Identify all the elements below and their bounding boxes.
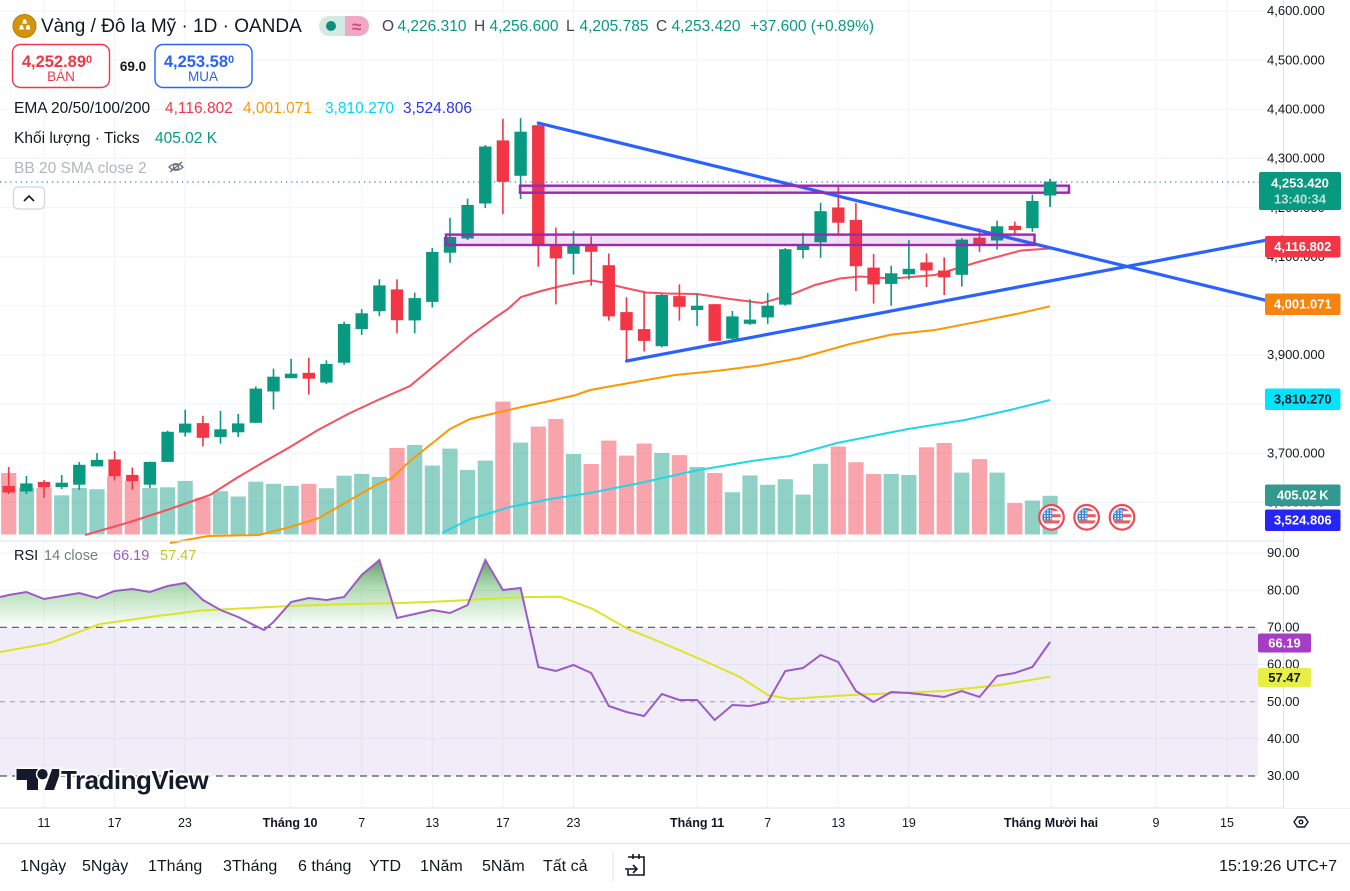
svg-text:1Ngày: 1Ngày: [20, 858, 66, 875]
svg-text:4,253.580: 4,253.580: [164, 53, 234, 71]
svg-text:7: 7: [764, 816, 771, 830]
svg-text:40.00: 40.00: [1267, 731, 1300, 746]
svg-text:BB 20 SMA close 2: BB 20 SMA close 2: [14, 160, 147, 177]
svg-text:RSI: RSI: [14, 548, 38, 564]
svg-text:EMA 20/50/100/200: EMA 20/50/100/200: [14, 100, 151, 117]
svg-text:Tất cả: Tất cả: [543, 858, 588, 875]
svg-text:9: 9: [1153, 816, 1160, 830]
svg-text:Tháng 10: Tháng 10: [263, 816, 318, 830]
svg-text:4,226.310: 4,226.310: [398, 18, 467, 35]
svg-text:69.0: 69.0: [120, 59, 146, 74]
svg-text:1Tháng: 1Tháng: [148, 858, 202, 875]
svg-text:4,001.071: 4,001.071: [1274, 297, 1332, 312]
svg-text:19: 19: [902, 816, 916, 830]
svg-text:4,116.802: 4,116.802: [165, 100, 233, 117]
svg-text:23: 23: [567, 816, 581, 830]
svg-text:≈: ≈: [352, 18, 361, 37]
svg-text:66.19: 66.19: [113, 548, 149, 564]
svg-text:57.47: 57.47: [160, 548, 196, 564]
svg-text:66.19: 66.19: [1268, 635, 1301, 650]
svg-text:5Ngày: 5Ngày: [82, 858, 128, 875]
svg-text:6 tháng: 6 tháng: [298, 858, 351, 875]
svg-text:80.00: 80.00: [1267, 582, 1300, 597]
svg-text:57.47: 57.47: [1268, 670, 1301, 685]
svg-text:13: 13: [831, 816, 845, 830]
svg-text:11: 11: [38, 816, 51, 830]
svg-text:3Tháng: 3Tháng: [223, 858, 277, 875]
svg-text:3,524.806: 3,524.806: [1274, 513, 1332, 528]
svg-text:5Năm: 5Năm: [482, 858, 525, 875]
svg-text:15:19:26 UTC+7: 15:19:26 UTC+7: [1219, 858, 1337, 875]
svg-text:4,205.785: 4,205.785: [580, 18, 649, 35]
svg-text:23: 23: [178, 816, 192, 830]
svg-text:3,700.000: 3,700.000: [1267, 446, 1325, 461]
svg-text:YTD: YTD: [369, 858, 401, 875]
svg-text:4,500.000: 4,500.000: [1267, 52, 1325, 67]
svg-text:405.02 K: 405.02 K: [155, 130, 218, 147]
svg-text:3,810.270: 3,810.270: [1274, 392, 1332, 407]
svg-text:4,253.420: 4,253.420: [672, 18, 741, 35]
svg-text:60.00: 60.00: [1267, 657, 1300, 672]
svg-text:4,400.000: 4,400.000: [1267, 102, 1325, 117]
svg-text:13: 13: [425, 816, 439, 830]
svg-text:4,600.000: 4,600.000: [1267, 3, 1325, 18]
svg-text:3,810.270: 3,810.270: [325, 100, 394, 117]
svg-text:3,900.000: 3,900.000: [1267, 347, 1325, 362]
svg-text:O: O: [382, 18, 394, 35]
svg-text:3,524.806: 3,524.806: [403, 100, 472, 117]
svg-text:Tháng 11: Tháng 11: [670, 816, 724, 830]
svg-text:7: 7: [358, 816, 365, 830]
svg-text:L: L: [566, 18, 575, 35]
svg-text:17: 17: [108, 816, 122, 830]
svg-text:MUA: MUA: [188, 69, 218, 84]
svg-text:Vàng / Đô la Mỹ · 1D · OANDA: Vàng / Đô la Mỹ · 1D · OANDA: [41, 16, 302, 37]
svg-text:C: C: [656, 18, 667, 35]
svg-text:405.02 K: 405.02 K: [1277, 488, 1329, 503]
svg-text:BÁN: BÁN: [47, 69, 75, 84]
svg-text:1Năm: 1Năm: [420, 858, 463, 875]
svg-text:4,253.420: 4,253.420: [1271, 175, 1329, 190]
svg-text:4,252.890: 4,252.890: [22, 53, 92, 71]
svg-text:4,300.000: 4,300.000: [1267, 151, 1325, 166]
svg-text:14 close: 14 close: [44, 548, 98, 564]
svg-text:4,256.600: 4,256.600: [490, 18, 559, 35]
svg-text:17: 17: [496, 816, 510, 830]
svg-text:+37.600 (+0.89%): +37.600 (+0.89%): [750, 18, 874, 35]
svg-text:30.00: 30.00: [1267, 768, 1300, 783]
svg-text:Tháng Mười hai: Tháng Mười hai: [1004, 816, 1098, 830]
svg-text:4,001.071: 4,001.071: [243, 100, 312, 117]
svg-text:70.00: 70.00: [1267, 620, 1300, 635]
svg-text:15: 15: [1220, 816, 1234, 830]
svg-text:4,116.802: 4,116.802: [1274, 239, 1331, 254]
svg-text:13:40:34: 13:40:34: [1274, 191, 1327, 206]
svg-text:Khối lượng · Ticks: Khối lượng · Ticks: [14, 130, 140, 147]
svg-text:50.00: 50.00: [1267, 694, 1300, 709]
svg-text:90.00: 90.00: [1267, 545, 1300, 560]
svg-text:TradingView: TradingView: [61, 765, 209, 795]
svg-text:H: H: [474, 18, 485, 35]
